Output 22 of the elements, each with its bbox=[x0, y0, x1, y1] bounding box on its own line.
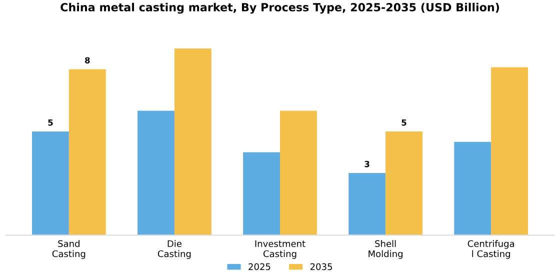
data-label: 5 bbox=[402, 120, 406, 126]
legend-label: 2025 bbox=[248, 263, 270, 270]
x-tick-label: Shell Molding bbox=[368, 240, 402, 259]
x-tick-label: Sand Casting bbox=[52, 240, 86, 259]
data-label: 5 bbox=[48, 120, 53, 126]
chart-title: China metal casting market, By Process Type, 2025-2035 (USD Billion) bbox=[60, 2, 499, 14]
bar bbox=[280, 110, 317, 236]
bar bbox=[454, 142, 492, 236]
data-label: 3 bbox=[364, 160, 370, 168]
bar bbox=[138, 110, 174, 236]
legend-label: 2035 bbox=[310, 263, 332, 270]
x-tick-label: Die Casting bbox=[158, 240, 191, 259]
bar bbox=[491, 67, 528, 236]
data-label: 8 bbox=[85, 57, 90, 64]
x-tick-label: Centrifuga l Casting bbox=[468, 240, 514, 259]
bar bbox=[32, 131, 69, 236]
bar bbox=[243, 152, 280, 236]
bar bbox=[68, 69, 106, 236]
bar bbox=[174, 48, 212, 236]
x-tick-label: Investment Casting bbox=[255, 240, 306, 259]
bar bbox=[386, 131, 422, 236]
bar bbox=[348, 172, 386, 236]
